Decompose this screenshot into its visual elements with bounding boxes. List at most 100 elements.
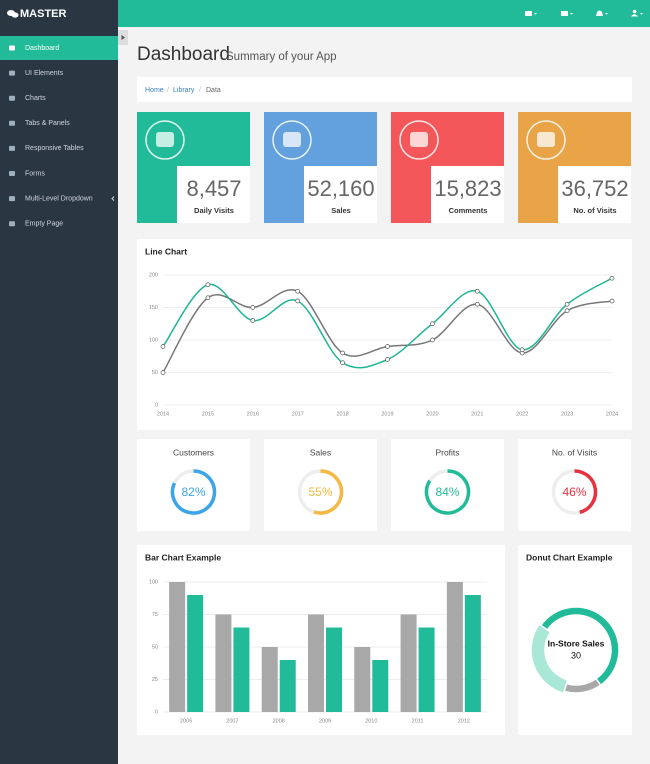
- y-tick-label: 100: [149, 337, 158, 343]
- sidebar: [0, 0, 118, 764]
- bar: [169, 582, 186, 712]
- menu-item[interactable]: Tabs & Panels: [25, 120, 70, 127]
- line-point: [295, 298, 301, 304]
- gauge-title: Profits: [435, 447, 459, 457]
- bar: [261, 647, 278, 712]
- x-tick-label: 2006: [180, 718, 192, 724]
- y-tick-label: 100: [149, 579, 158, 585]
- line-point: [430, 321, 435, 327]
- toggle-arrow: [121, 35, 125, 40]
- y-tick-label: 150: [149, 305, 158, 311]
- x-tick-label: 2016: [247, 411, 259, 417]
- x-tick-label: 2011: [412, 718, 424, 724]
- menu-item[interactable]: Forms: [25, 170, 45, 177]
- line-point: [564, 308, 570, 314]
- caret: [640, 13, 643, 15]
- stat-icon: [156, 132, 174, 147]
- x-tick-label: 2007: [226, 718, 238, 724]
- gauge-arc: [424, 469, 471, 515]
- menu-item[interactable]: Empty Page: [25, 221, 63, 228]
- stat-label: Sales: [331, 206, 351, 215]
- donut-segment: [530, 623, 569, 695]
- breadcrumb-link[interactable]: Home: [145, 87, 164, 94]
- stat-value: 36,752: [561, 176, 628, 201]
- line-point: [430, 337, 435, 343]
- brand: MASTER: [20, 8, 67, 20]
- line-point: [205, 295, 211, 301]
- chart-title: Bar Chart Example: [145, 552, 221, 562]
- menu-icon: [9, 95, 15, 101]
- line-point: [160, 370, 166, 375]
- breadcrumb-separator: /: [167, 87, 169, 94]
- line-point: [385, 344, 390, 349]
- stat-box: [558, 166, 631, 223]
- caret: [534, 13, 537, 15]
- x-tick-label: 2019: [381, 411, 393, 417]
- user-icon[interactable]: [631, 14, 638, 17]
- stat-label: Comments: [449, 206, 488, 215]
- list-icon[interactable]: [561, 11, 568, 16]
- stat-icon: [537, 132, 555, 147]
- line-point: [385, 357, 390, 362]
- user-icon[interactable]: [632, 9, 637, 14]
- x-tick-label: 2008: [273, 718, 285, 724]
- stat-box: [431, 166, 504, 223]
- line-point: [295, 288, 301, 294]
- line-point: [564, 301, 570, 307]
- menu-icon: [9, 45, 15, 51]
- bar: [215, 614, 232, 712]
- breadcrumb-separator: /: [199, 87, 201, 94]
- bar: [464, 595, 481, 712]
- panel: [137, 239, 632, 430]
- top-bar: [118, 0, 650, 27]
- breadcrumb-bar: [137, 77, 632, 102]
- x-tick-label: 2017: [292, 411, 304, 417]
- chart-title: Line Chart: [145, 246, 187, 256]
- y-tick-label: 200: [149, 272, 158, 278]
- panel: [518, 439, 631, 531]
- mail-icon[interactable]: [525, 11, 532, 16]
- active-item: [0, 36, 118, 60]
- x-tick-label: 2015: [202, 411, 214, 417]
- stat-value: 15,823: [434, 176, 501, 201]
- chart-title: Donut Chart Example: [526, 552, 613, 562]
- menu-icon: [9, 145, 15, 151]
- menu-icon: [9, 196, 15, 202]
- bell-icon[interactable]: [596, 10, 603, 17]
- bar: [446, 582, 463, 712]
- x-tick-label: 2010: [365, 718, 377, 724]
- line-point: [474, 288, 480, 294]
- breadcrumb-link[interactable]: Library: [173, 87, 195, 94]
- menu-item[interactable]: Responsive Tables: [25, 145, 84, 152]
- breadcrumb-current: Data: [206, 87, 221, 94]
- y-tick-label: 0: [155, 402, 158, 408]
- menu-item[interactable]: UI Elements: [25, 70, 64, 77]
- page-title: Dashboard: [137, 44, 230, 65]
- stat-icon: [283, 132, 301, 147]
- bar: [233, 627, 250, 712]
- x-tick-label: 2022: [516, 411, 528, 417]
- submenu-arrow: [111, 196, 115, 201]
- gauge-arc: [574, 469, 598, 515]
- stat-label: No. of Visits: [573, 206, 616, 215]
- gauge-arc: [313, 469, 344, 515]
- x-tick-label: 2024: [606, 411, 618, 417]
- line-point: [160, 344, 166, 349]
- donut-center-value: 30: [571, 650, 581, 660]
- gauge-value: 46%: [562, 485, 586, 499]
- stat-value: 52,160: [307, 176, 374, 201]
- caret: [605, 13, 608, 15]
- stat-box: [304, 166, 377, 223]
- donut-center-label: In-Store Sales: [548, 638, 605, 648]
- x-tick-label: 2020: [426, 411, 438, 417]
- menu-item[interactable]: Multi-Level Dropdown: [25, 195, 93, 202]
- line-point: [340, 350, 345, 356]
- bar: [187, 595, 204, 712]
- menu-item[interactable]: Charts: [25, 95, 46, 102]
- panel: [391, 439, 504, 531]
- menu-item[interactable]: Dashboard: [25, 45, 59, 52]
- gauge-value: 82%: [181, 485, 205, 499]
- gauge-value: 84%: [435, 485, 459, 499]
- menu-icon: [9, 120, 15, 126]
